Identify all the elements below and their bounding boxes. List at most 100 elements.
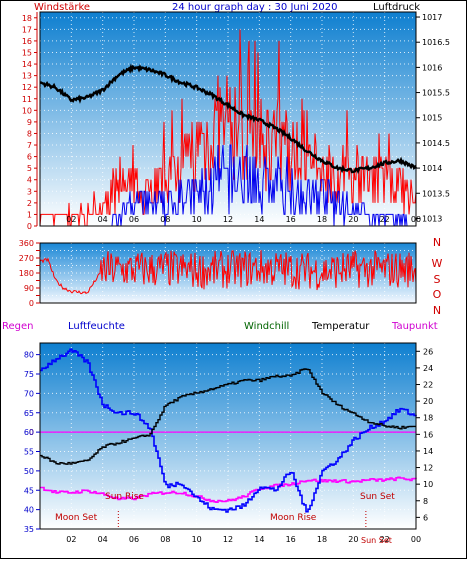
x-tick-label: 12 (223, 535, 233, 544)
temp-humidity-marks (40, 348, 417, 513)
temperature-tick-label: 14 (423, 447, 433, 456)
humidity-tick-label: 80 (24, 351, 34, 360)
x-tick-label: 04 (98, 215, 108, 224)
wind-tick-label: 11 (22, 95, 32, 104)
direction-tick-label: 90 (24, 284, 34, 293)
temperature-tick-label: 22 (423, 381, 433, 390)
humidity-tick-label: 70 (24, 389, 34, 398)
wind-tick-label: 14 (22, 60, 32, 69)
wind-pressure-axes: 012345678910111213141516171810131013.510… (22, 12, 450, 231)
x-tick-label: 18 (317, 535, 327, 544)
sun-set-overlap-label: Sun Set (361, 536, 392, 545)
x-tick-label: 20 (348, 535, 358, 544)
x-tick-label: 20 (348, 215, 358, 224)
wind-tick-label: 8 (27, 129, 32, 138)
temperature-tick-label: 20 (423, 397, 433, 406)
pressure-line (39, 63, 417, 175)
wind-direction-line (39, 250, 417, 295)
x-tick-label: 06 (129, 535, 139, 544)
x-tick-label: 02 (66, 535, 76, 544)
rain-value-label: 0 (29, 428, 34, 437)
moon-set-label: Moon Set (55, 513, 98, 523)
pressure-tick-label: 1017 (422, 13, 442, 22)
wind-tick-label: 7 (27, 141, 32, 150)
sun-set-label: Sun Set (360, 492, 395, 502)
direction-tick-label: 360 (19, 239, 34, 248)
wind-tick-label: 1 (27, 210, 32, 219)
x-tick-label: 10 (192, 535, 202, 544)
wind-pressure-frame (39, 11, 417, 227)
wind-tick-label: 17 (22, 25, 32, 34)
x-tick-label: 06 (129, 215, 139, 224)
direction-tick-label: 180 (19, 269, 34, 278)
temperature-tick-label: 12 (423, 464, 433, 473)
pressure-tick-label: 1013 (422, 214, 442, 223)
x-tick-label: 04 (98, 535, 108, 544)
pressure-tick-label: 1013.5 (422, 189, 450, 198)
compass-letter: W (432, 257, 443, 270)
wind-tick-label: 15 (22, 48, 32, 57)
humidity-tick-label: 55 (24, 448, 34, 457)
pressure-tick-label: 1016.5 (422, 38, 450, 47)
x-tick-label: 14 (254, 215, 264, 224)
x-tick-label: 08 (160, 215, 170, 224)
humidity-tick-label: 40 (24, 506, 34, 515)
pressure-tick-label: 1015.5 (422, 89, 450, 98)
pressure-tick-label: 1015 (422, 114, 442, 123)
pressure-tick-label: 1014 (422, 164, 442, 173)
wind-direction-axes: 0 90 180 270 360 (19, 239, 40, 308)
temperature-line (40, 368, 416, 465)
compass-letter: S (434, 273, 441, 286)
pressure-tick-label: 1016 (422, 63, 442, 72)
temp-humidity-axes: 0 35 40 45 50 55 60 65 70 75 80 6 8 10 12 14 16 18 20 22 24 2… (24, 347, 433, 544)
x-tick-label: 12 (223, 215, 233, 224)
humidity-tick-label: 65 (24, 409, 34, 418)
x-tick-label: 16 (286, 535, 296, 544)
temperature-tick-label: 10 (423, 480, 433, 489)
x-tick-label: 22 (380, 215, 390, 224)
humidity-tick-label: 75 (24, 370, 34, 379)
humidity-tick-label: 45 (24, 486, 34, 495)
wind-tick-label: 16 (22, 37, 32, 46)
wind-direction-marks (39, 250, 417, 295)
direction-tick-label: 270 (19, 254, 34, 263)
x-tick-label: 08 (160, 535, 170, 544)
compass-letter: N (433, 236, 441, 249)
humidity-tick-label: 60 (24, 428, 34, 437)
x-tick-label: 22 (380, 535, 390, 544)
temp-humidity-frame (39, 342, 417, 530)
graph-title: 24 hour graph day : 30 Juni 2020 (172, 2, 338, 13)
windspeed-line (39, 29, 417, 227)
legend-temperature: Temperatur (311, 321, 370, 332)
compass-letter: N (433, 304, 441, 317)
direction-tick-label: 0 (29, 299, 34, 308)
wind-tick-label: 4 (27, 176, 32, 185)
legend-humidity: Luftfeuchte (68, 321, 125, 332)
pressure-axis-title: Luftdruck (373, 2, 420, 13)
wind-tick-label: 2 (27, 199, 32, 208)
compass-letter: O (433, 288, 442, 301)
x-tick-label: 16 (286, 215, 296, 224)
astro-markers (117, 511, 367, 529)
x-tick-label: 00 (411, 535, 421, 544)
legend-dewpoint: Taupunkt (391, 321, 438, 332)
legend-rain: Regen (2, 321, 34, 332)
x-tick-label: 00 (411, 215, 421, 224)
temperature-tick-label: 24 (423, 364, 433, 373)
wind-tick-label: 13 (22, 72, 32, 81)
x-tick-label: 14 (254, 535, 264, 544)
wind-tick-label: 12 (22, 83, 32, 92)
wind-tick-label: 6 (27, 153, 32, 162)
pressure-tick-label: 1014.5 (422, 139, 450, 148)
temperature-tick-label: 8 (423, 497, 428, 506)
wind-tick-label: 9 (27, 118, 32, 127)
humidity-tick-label: 35 (24, 525, 34, 534)
wind-tick-label: 10 (22, 106, 32, 115)
dewpoint-line (40, 476, 417, 503)
x-tick-label: 10 (192, 215, 202, 224)
wind-tick-label: 0 (27, 222, 32, 231)
sun-rise-label: Sun Rise (105, 492, 144, 502)
